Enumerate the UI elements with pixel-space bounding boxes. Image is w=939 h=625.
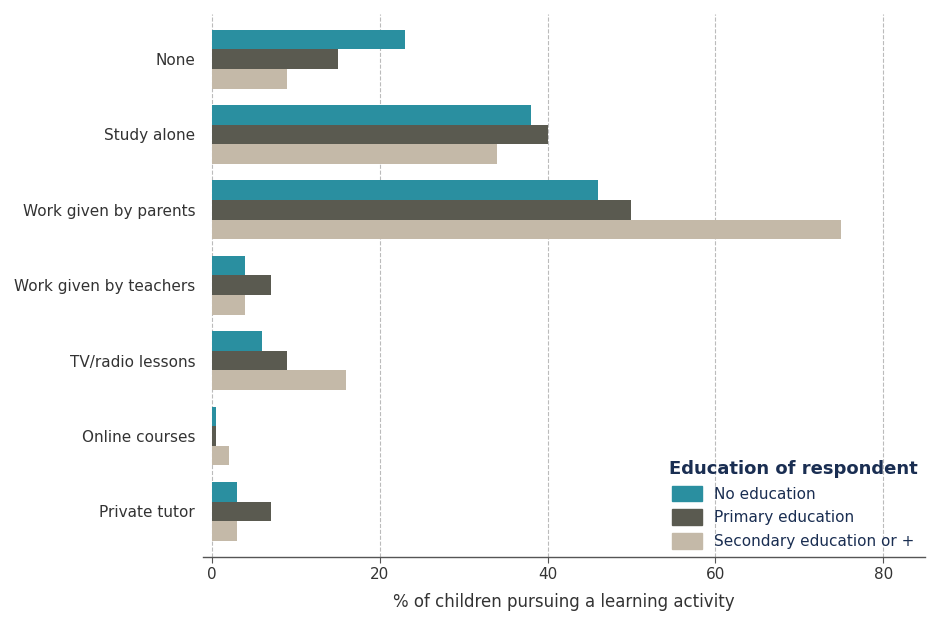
Bar bbox=[212, 69, 287, 89]
Bar bbox=[212, 407, 216, 426]
Bar bbox=[212, 144, 497, 164]
Bar bbox=[212, 501, 270, 521]
Bar bbox=[212, 482, 237, 501]
Bar bbox=[212, 200, 631, 219]
Bar bbox=[212, 295, 245, 314]
Bar bbox=[212, 30, 405, 49]
Bar bbox=[212, 331, 262, 351]
X-axis label: % of children pursuing a learning activity: % of children pursuing a learning activi… bbox=[393, 593, 735, 611]
Bar bbox=[212, 371, 346, 390]
Bar bbox=[212, 276, 270, 295]
Bar bbox=[212, 105, 531, 125]
Bar bbox=[212, 125, 547, 144]
Legend: No education, Primary education, Secondary education or +: No education, Primary education, Seconda… bbox=[669, 460, 917, 549]
Bar bbox=[212, 181, 598, 200]
Bar bbox=[212, 219, 841, 239]
Bar bbox=[212, 446, 228, 466]
Bar bbox=[212, 256, 245, 276]
Bar bbox=[212, 351, 287, 371]
Bar bbox=[212, 521, 237, 541]
Bar bbox=[212, 426, 216, 446]
Bar bbox=[212, 49, 338, 69]
